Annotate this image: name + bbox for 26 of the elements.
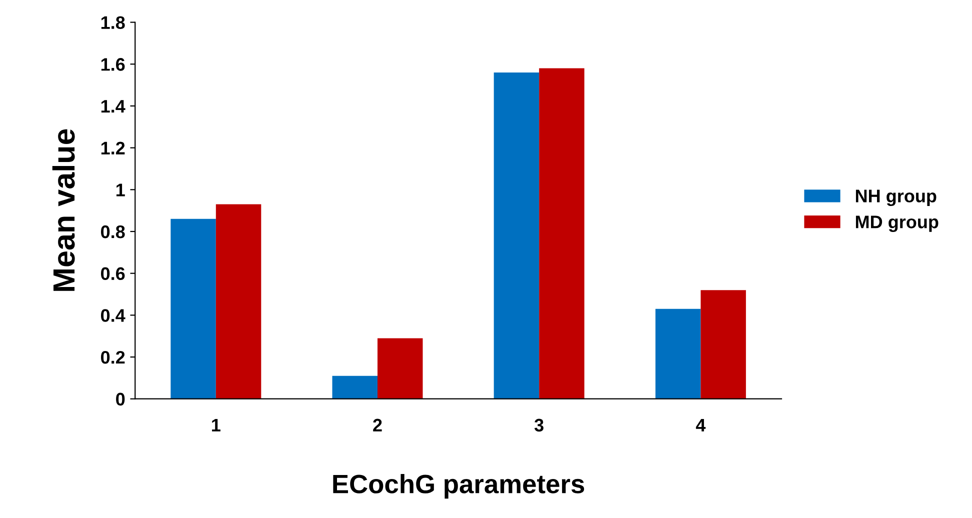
y-axis-title: Mean value [52,129,75,291]
legend-label: MD group [856,216,938,232]
y-tick-label: 0 [116,392,125,406]
y-tick-label: 1 [116,184,125,196]
x-tick-label: 3 [534,418,544,432]
bar [216,204,262,399]
bar [378,338,423,399]
y-tick-label: 0.8 [101,225,125,238]
y-tick-label: 1.4 [101,100,126,112]
bar [494,72,540,399]
x-tick-label: 2 [373,418,382,432]
y-tick-label: 1.6 [101,58,125,71]
y-tick-label: 1.8 [101,16,125,29]
bar [170,218,216,399]
x-axis-title: ECochG parameters [333,474,584,499]
bar [700,290,746,399]
y-tick-label: 1.2 [101,142,125,154]
y-tick-label: 0.6 [101,267,125,280]
bar [655,308,701,399]
legend-label: NH group [856,190,936,206]
y-tick-label: 0.2 [101,350,125,364]
bar [539,68,584,399]
x-tick-label: 1 [212,418,220,432]
y-tick-label: 0.4 [101,309,126,322]
bar [332,376,378,399]
x-tick-label: 4 [696,418,706,432]
